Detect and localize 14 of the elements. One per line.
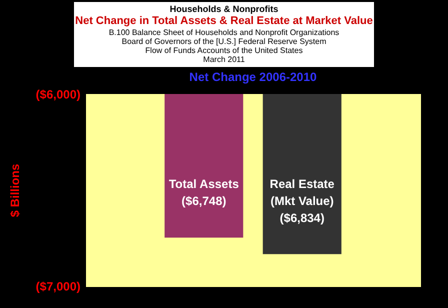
y-axis-title: $ Billions [8,164,22,218]
text: Households & Nonprofits [168,4,280,15]
x-tick-label: Total Assets [168,177,240,191]
y-tick-label: ($7,000) [36,280,80,294]
data-label: ($6,834) [280,211,324,225]
y-tick-label: ($6,000) [36,88,80,102]
text: Net Change 2006-2010 [189,70,318,84]
text: March 2011 [202,55,246,64]
chart-title: Net Change in Total Assets & Real Estate at Market Value [74,15,374,28]
x-tick-label: Real Estate (Mkt Value) [270,177,335,208]
data-label: ($6,748) [182,194,226,208]
text: Flow of Funds Accounts of the United States [144,46,304,55]
text: B.100 Balance Sheet of Households and Nonprofit Organizations [108,28,340,37]
text: Board of Governors of the [U.S.] Federal Reserve System [120,37,328,46]
